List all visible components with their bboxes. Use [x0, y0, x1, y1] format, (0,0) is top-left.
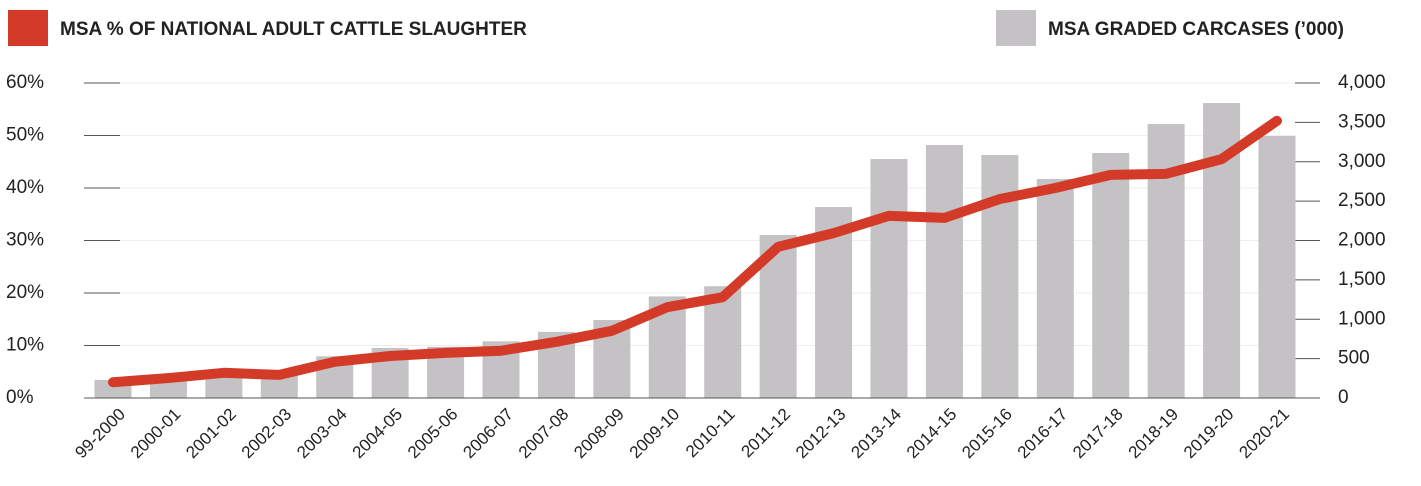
x-tick-label: 99-2000	[71, 405, 129, 463]
y2-tick-label: 2,500	[1338, 190, 1386, 211]
x-tick-label: 2000-01	[127, 405, 185, 463]
y2-tick-label: 2,000	[1338, 230, 1386, 251]
x-tick-label: 2020-21	[1235, 405, 1293, 463]
bar	[870, 158, 908, 398]
y-tick-label: 40%	[6, 177, 44, 198]
line	[108, 115, 1282, 388]
bar	[925, 144, 963, 398]
y2-tick-label: 0	[1338, 387, 1349, 408]
bar	[1092, 153, 1130, 398]
x-tick-label: 2006-07	[459, 405, 517, 463]
x-tick-label: 2004-05	[349, 405, 407, 463]
x-tick-label: 2003-04	[293, 405, 351, 463]
y-tick-label: 50%	[6, 125, 44, 146]
legend-label: MSA % OF NATIONAL ADULT CATTLE SLAUGHTER	[60, 19, 527, 40]
legend-swatch	[8, 10, 48, 46]
x-tick-label: 2001-02	[182, 405, 240, 463]
x-tick-label: 2013-14	[847, 405, 905, 463]
y-tick-label: 10%	[6, 335, 44, 356]
x-tick-label: 2005-06	[404, 405, 462, 463]
y2-tick-label: 1,000	[1338, 308, 1386, 329]
bar	[704, 286, 742, 398]
x-tick-label: 2017-18	[1069, 405, 1127, 463]
bar	[1258, 135, 1296, 398]
x-tick-label: 2007-08	[515, 405, 573, 463]
x-tick-label: 2009-10	[626, 405, 684, 463]
x-tick-label: 2008-09	[570, 405, 628, 463]
y2-tick-label: 500	[1338, 348, 1370, 369]
x-tick-label: 2010-11	[682, 405, 739, 462]
x-tick-label: 2016-17	[1014, 405, 1072, 463]
y-tick-label: 60%	[6, 72, 44, 93]
legend-swatch	[996, 10, 1036, 46]
x-tick-label: 2018-19	[1125, 405, 1183, 463]
y-tick-label: 30%	[6, 230, 44, 251]
y2-tick-label: 3,500	[1338, 111, 1386, 132]
y-tick-label: 0%	[6, 387, 34, 408]
y-tick-label: 20%	[6, 282, 44, 303]
y2-tick-label: 1,500	[1338, 269, 1386, 290]
y2-tick-label: 3,000	[1338, 151, 1386, 172]
bar	[1036, 178, 1074, 398]
y2-tick-label: 4,000	[1338, 72, 1386, 93]
x-tick-label: 2011-12	[737, 405, 794, 462]
legend-label: MSA GRADED CARCASES (’000)	[1048, 19, 1344, 40]
x-tick-label: 2012-13	[792, 405, 850, 463]
bar	[1147, 124, 1185, 398]
x-tick-label: 2015-16	[958, 405, 1016, 463]
x-tick-label: 2014-15	[903, 405, 961, 463]
x-tick-label: 2019-20	[1180, 405, 1238, 463]
x-tick-label: 2002-03	[238, 405, 296, 463]
